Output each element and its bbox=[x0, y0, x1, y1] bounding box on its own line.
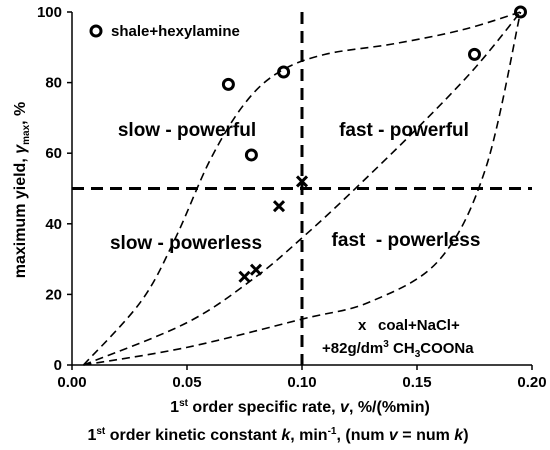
reference-lines bbox=[72, 12, 532, 365]
data-point-circle bbox=[514, 5, 527, 19]
region-label-slow-powerless: slow - powerless bbox=[110, 233, 262, 254]
tick-labels: 0.00 0.05 0.10 0.15 0.20 0 20 40 60 80 100 bbox=[37, 4, 547, 391]
y-tick-label: 20 bbox=[45, 286, 62, 303]
data-point-circle bbox=[277, 65, 291, 79]
data-point-x bbox=[238, 270, 251, 283]
legend-label-coal-line2: +82g/dm3 CH3COONa bbox=[322, 339, 474, 360]
y-axis-label: maximum yield, γmax, % bbox=[12, 102, 32, 279]
x-axis-label-line2: 1st order kinetic constant k, min-1, (nu… bbox=[87, 426, 468, 444]
x-marker-stroke bbox=[238, 270, 251, 283]
data-point-x bbox=[295, 175, 309, 188]
region-label-fast-powerless: fast - powerless bbox=[332, 230, 481, 251]
legend-x-marker: x bbox=[358, 317, 367, 334]
dashed-curve-3 bbox=[83, 11, 522, 366]
x-marker-stroke bbox=[295, 175, 309, 188]
dashed-curve-2 bbox=[83, 11, 522, 366]
x-marker-stroke bbox=[272, 200, 286, 213]
data-point-x bbox=[272, 200, 286, 213]
y-tick-label: 0 bbox=[54, 357, 62, 374]
x-tick-label: 0.15 bbox=[402, 374, 431, 391]
x-tick-label: 0.10 bbox=[287, 374, 316, 391]
x-axis-label-line1: 1st order specific rate, v, %/(%min) bbox=[170, 398, 430, 416]
x-tick-label: 0.20 bbox=[517, 374, 546, 391]
y-tick-label: 60 bbox=[45, 145, 62, 162]
legend-label-coal-line1: coal+NaCl+ bbox=[378, 317, 460, 334]
y-tick-label: 80 bbox=[45, 75, 62, 92]
legend-shale: shale+hexylamine bbox=[89, 23, 240, 40]
dashed-curves bbox=[82, 11, 522, 366]
region-label-fast-powerful: fast - powerful bbox=[339, 120, 469, 141]
data-points bbox=[221, 5, 527, 283]
y-tick-label: 100 bbox=[37, 4, 62, 21]
x-tick-label: 0.00 bbox=[57, 374, 86, 391]
region-label-slow-powerful: slow - powerful bbox=[118, 120, 256, 141]
legend-circle-marker bbox=[89, 24, 103, 38]
data-point-circle bbox=[244, 148, 258, 162]
data-point-circle bbox=[468, 47, 481, 61]
legend-coal: x coal+NaCl+ +82g/dm3 CH3COONa bbox=[322, 317, 474, 360]
data-point-x bbox=[249, 263, 263, 276]
x-marker-stroke bbox=[249, 263, 263, 276]
x-tick-label: 0.05 bbox=[172, 374, 201, 391]
legend-label-shale: shale+hexylamine bbox=[111, 23, 240, 40]
y-tick-label: 40 bbox=[45, 216, 62, 233]
data-point-circle bbox=[221, 77, 235, 91]
